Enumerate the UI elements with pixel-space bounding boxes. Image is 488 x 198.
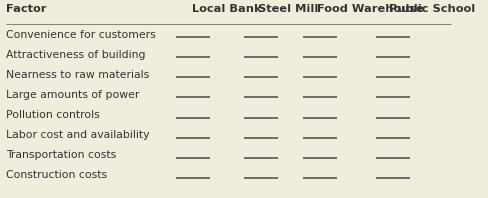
Text: Attractiveness of building: Attractiveness of building [6, 50, 145, 60]
Text: Public School: Public School [389, 4, 476, 14]
Text: Transportation costs: Transportation costs [6, 150, 116, 160]
Text: Local Bank: Local Bank [192, 4, 262, 14]
Text: Convenience for customers: Convenience for customers [6, 30, 156, 40]
Text: Labor cost and availability: Labor cost and availability [6, 130, 149, 140]
Text: Steel Mill: Steel Mill [258, 4, 318, 14]
Text: Pollution controls: Pollution controls [6, 110, 100, 120]
Text: Construction costs: Construction costs [6, 170, 107, 180]
Text: Large amounts of power: Large amounts of power [6, 90, 139, 100]
Text: Factor: Factor [6, 4, 46, 14]
Text: Nearness to raw materials: Nearness to raw materials [6, 70, 149, 80]
Text: Food Warehouse: Food Warehouse [317, 4, 424, 14]
